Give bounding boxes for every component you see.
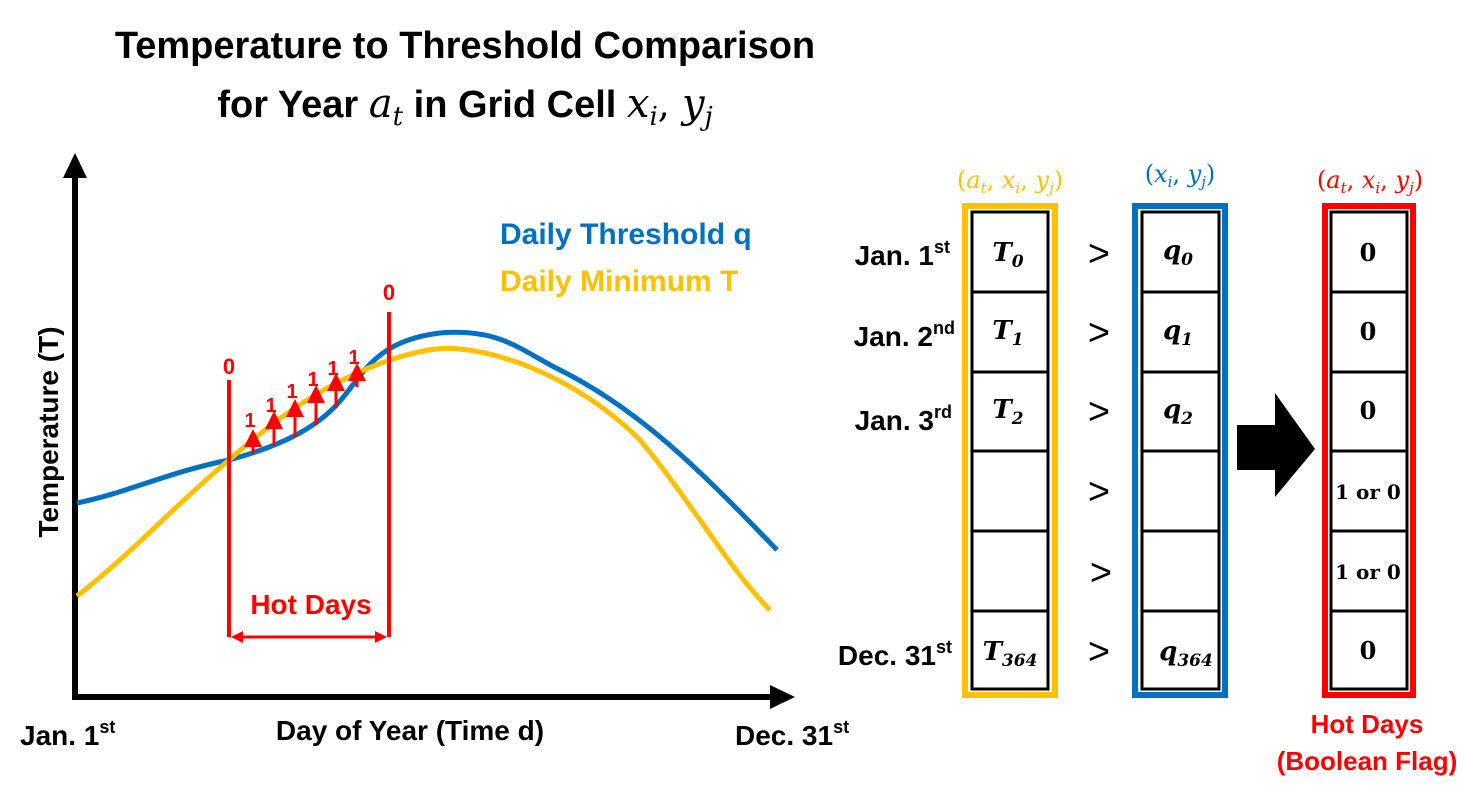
y-axis-arrowhead (63, 153, 87, 178)
x-axis-end-label: Dec. 31st (735, 717, 849, 751)
y-axis-label: Temperature (T) (33, 326, 64, 537)
greater-than-sign: > (1088, 391, 1110, 433)
title-line-2: for Year at in Grid Cell xi, yj (217, 81, 712, 132)
legend-threshold: Daily Threshold q (500, 218, 752, 251)
exceedance-label: 1 (244, 410, 255, 432)
exceedance-label: 1 (348, 347, 359, 369)
title-line-1: Temperature to Threshold Comparison (115, 25, 815, 67)
title-cell-sep: , (658, 82, 682, 126)
minimum-temperature-curve (75, 345, 772, 612)
exceedance-label: 1 (265, 395, 276, 417)
hot-days-span-right-arrowhead (375, 631, 387, 643)
flag-value: 1 or 0 (1335, 480, 1401, 504)
hot-days-span-left-arrowhead (231, 631, 243, 643)
flag-values: 0 0 0 1 or 0 1 or 0 0 (1335, 238, 1401, 665)
threshold-value: q364 (1159, 637, 1213, 671)
table-cell (970, 449, 1050, 533)
threshold-cells (1140, 210, 1221, 691)
temperature-column-header: (at, xi, yj) (957, 166, 1063, 197)
exceedance-label: 1 (327, 358, 338, 380)
exceedance-label: 1 (307, 369, 318, 391)
threshold-column-frame (1132, 203, 1228, 698)
table-cell (970, 609, 1050, 691)
threshold-value: q2 (1163, 395, 1193, 429)
threshold-column-header: (xi, yj) (1145, 160, 1216, 191)
x-axis-label: Day of Year (Time d) (276, 715, 544, 746)
temperature-cells (970, 210, 1050, 691)
x-axis-start-label: Jan. 1st (20, 717, 115, 751)
title-cell-x: x (627, 81, 650, 127)
flag-value: 0 (1360, 396, 1377, 425)
table-cell (1329, 609, 1409, 691)
flag-value: 0 (1360, 317, 1377, 346)
exceedance-label: 1 (286, 381, 297, 403)
greater-than-sign: > (1090, 552, 1112, 594)
exceedance-arrows (244, 363, 366, 454)
title-cell-y: y (680, 81, 706, 127)
threshold-value: q1 (1163, 316, 1193, 350)
hot-days-label: Hot Days (250, 589, 371, 620)
title-year-var: a (369, 81, 393, 127)
flag-caption-line-1: Hot Days (1311, 709, 1424, 739)
right-arrow-icon (1237, 393, 1315, 497)
row-date: Jan. 1st (855, 237, 950, 271)
greater-than-sign: > (1088, 233, 1110, 275)
title-mid: in Grid Cell (403, 84, 627, 126)
temperature-value: T2 (992, 395, 1023, 429)
threshold-values: q0 q1 q2 q364 (1159, 236, 1213, 671)
comparators: > > > > > > (1088, 233, 1112, 673)
flag-column-header: (at, xi, yj) (1317, 166, 1423, 197)
comparison-table: (at, xi, yj) (xi, yj) (at, xi, yj) (838, 160, 1457, 776)
greater-than-sign: > (1088, 631, 1110, 673)
flag-value: 0 (1360, 238, 1377, 267)
title-year-sub: t (393, 102, 404, 132)
greater-than-sign: > (1088, 312, 1110, 354)
greater-than-sign: > (1088, 471, 1110, 513)
title-cell-x-sub: i (649, 102, 657, 132)
temperature-plot: Temperature (T) Day of Year (Time d) Jan… (20, 153, 849, 751)
title-prefix: for Year (217, 84, 368, 126)
threshold-curve (76, 329, 779, 552)
temperature-column-frame (962, 203, 1058, 698)
temperature-value: T0 (992, 238, 1023, 272)
flag-column-frame (1322, 203, 1416, 698)
row-date: Dec. 31st (838, 637, 952, 671)
table-cell (1140, 609, 1221, 691)
temperature-value: T364 (983, 637, 1038, 671)
hot-days-start-flag: 0 (223, 354, 235, 379)
hot-days-end-flag: 0 (383, 280, 395, 305)
temperature-value: T1 (992, 316, 1023, 350)
row-date: Jan. 3rd (855, 402, 952, 436)
flag-caption-line-2: (Boolean Flag) (1277, 746, 1458, 776)
threshold-value: q0 (1163, 236, 1193, 270)
row-date: Jan. 2nd (854, 318, 955, 352)
title: Temperature to Threshold Comparison for … (115, 25, 815, 132)
table-cell (970, 529, 1050, 613)
table-cell (1140, 449, 1221, 533)
x-axis-arrowhead (770, 685, 795, 709)
legend-minimum-temperature: Daily Minimum T (500, 265, 738, 298)
table-cell (1140, 529, 1221, 613)
flag-value: 0 (1360, 636, 1377, 665)
flag-cells (1329, 210, 1409, 691)
row-dates: Jan. 1st Jan. 2nd Jan. 3rd Dec. 31st (838, 237, 955, 671)
temperature-values: T0 T1 T2 T364 (983, 238, 1038, 671)
exceedance-labels: 1 1 1 1 1 1 (244, 347, 359, 432)
flag-value: 1 or 0 (1335, 560, 1401, 584)
